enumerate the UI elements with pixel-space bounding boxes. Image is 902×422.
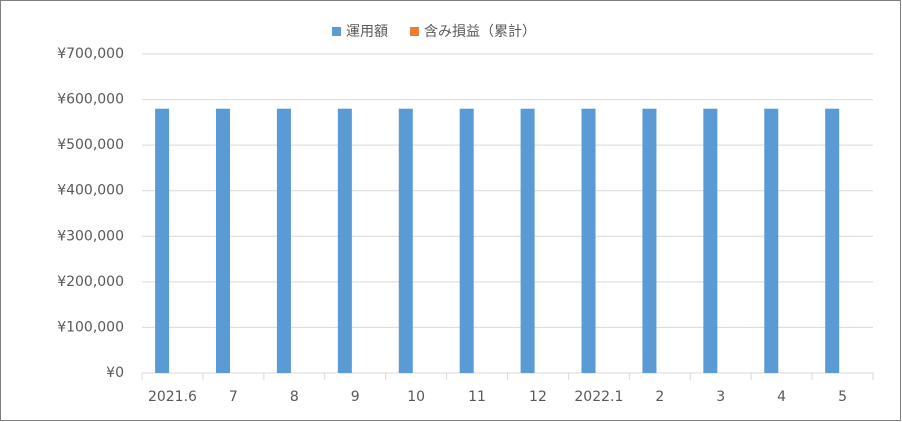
y-tick-label: ¥400,000 xyxy=(57,183,124,199)
x-tick-label: 2021.6 xyxy=(148,389,197,405)
bar xyxy=(398,108,413,373)
x-tick-label: 5 xyxy=(838,389,847,405)
bar xyxy=(520,108,535,373)
bar xyxy=(276,108,291,373)
x-tick-label: 12 xyxy=(529,389,547,405)
bar xyxy=(764,108,779,373)
legend-swatch xyxy=(410,27,419,36)
bar xyxy=(216,108,231,373)
legend-label: 含み損益（累計） xyxy=(424,24,536,40)
y-tick-label: ¥500,000 xyxy=(57,137,124,153)
x-tick-label: 9 xyxy=(351,389,360,405)
x-tick-label: 4 xyxy=(777,389,786,405)
legend-swatch xyxy=(332,27,341,36)
x-tick-label: 10 xyxy=(407,389,425,405)
legend-label: 運用額 xyxy=(346,24,388,40)
y-tick-label: ¥700,000 xyxy=(57,46,124,62)
x-tick-label: 2022.1 xyxy=(574,389,623,405)
x-tick-label: 8 xyxy=(290,389,299,405)
x-tick-label: 7 xyxy=(229,389,238,405)
bar xyxy=(155,108,170,373)
bar xyxy=(642,108,657,373)
bar xyxy=(337,108,352,373)
bar xyxy=(459,108,474,373)
y-tick-label: ¥600,000 xyxy=(57,92,124,108)
x-tick-label: 3 xyxy=(716,389,725,405)
bar xyxy=(825,108,840,373)
bar xyxy=(581,108,596,373)
x-tick-label: 2 xyxy=(655,389,664,405)
y-tick-label: ¥100,000 xyxy=(57,319,124,335)
bar xyxy=(703,108,718,373)
x-tick-label: 11 xyxy=(468,389,486,405)
y-tick-label: ¥0 xyxy=(106,365,124,381)
y-tick-label: ¥200,000 xyxy=(57,274,124,290)
y-tick-label: ¥300,000 xyxy=(57,228,124,244)
